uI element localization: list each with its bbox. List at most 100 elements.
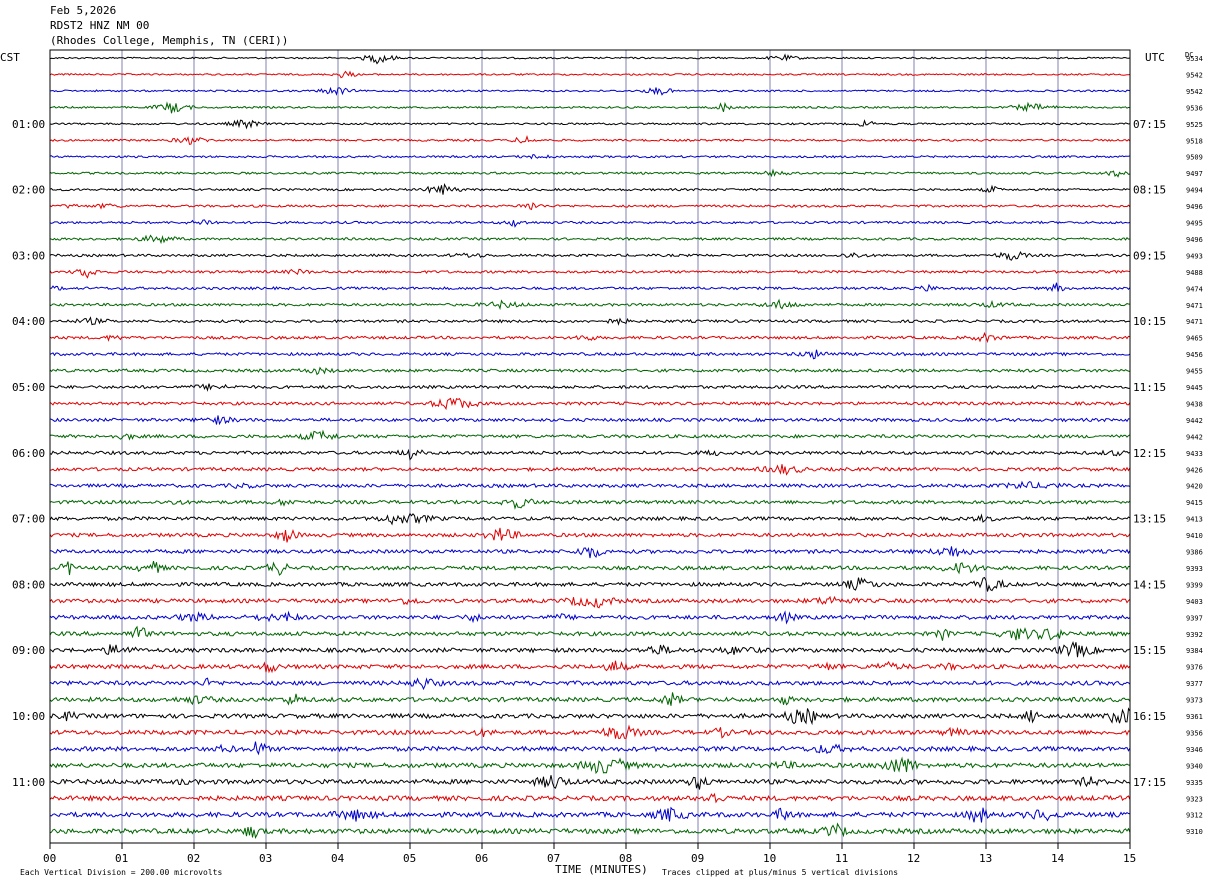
dc-offset-label: 9340: [1186, 762, 1203, 770]
utc-hour-label: 17:15: [1133, 776, 1166, 789]
trace-line: [49, 182, 1131, 195]
x-axis-ticks: 00 01 02 03 04 05 06 07 08 09 10 11 12 13 14 15: [43, 843, 1136, 865]
dc-offset-label: 9455: [1186, 368, 1203, 376]
trace-line: [49, 154, 1131, 160]
dc-offset-label: 9456: [1186, 351, 1203, 359]
dc-offset-label: 9534: [1186, 55, 1203, 63]
x-tick-label: 13: [979, 852, 992, 865]
plot-grid: [121, 50, 1059, 843]
trace-line: [49, 316, 1131, 326]
trace-line: [49, 234, 1131, 245]
trace-line: [49, 677, 1131, 691]
trace-line: [49, 527, 1131, 543]
dc-offset-label: 9445: [1186, 384, 1203, 392]
trace-line: [49, 756, 1131, 775]
utc-hour-label: 13:15: [1133, 513, 1166, 526]
dc-offset-label: 9542: [1186, 71, 1203, 79]
right-zone-label: UTC: [1145, 51, 1165, 64]
dc-offset-label: 9386: [1186, 549, 1203, 557]
trace-line: [49, 349, 1131, 360]
trace-line: [49, 806, 1131, 823]
trace-line: [49, 741, 1131, 756]
x-tick-label: 09: [691, 852, 704, 865]
trace-line: [49, 429, 1131, 441]
dc-offset-label: 9525: [1186, 121, 1203, 129]
x-tick-label: 08: [619, 852, 632, 865]
x-tick-label: 04: [331, 852, 345, 865]
trace-line: [49, 792, 1131, 804]
clip-note: Traces clipped at plus/minus 5 vertical …: [662, 868, 898, 877]
x-tick-label: 02: [187, 852, 200, 865]
dc-offset-label: 9488: [1186, 269, 1203, 277]
x-tick-label: 03: [259, 852, 272, 865]
cst-hour-label: 01:00: [12, 118, 45, 131]
dc-offset-label: 9373: [1186, 697, 1203, 705]
cst-hour-label: 09:00: [12, 644, 45, 657]
trace-line: [49, 448, 1131, 461]
dc-offset-label: 9361: [1186, 713, 1203, 721]
trace-line: [49, 775, 1131, 790]
x-tick-label: 10: [763, 852, 776, 865]
x-tick-label: 15: [1123, 852, 1136, 865]
trace-line: [49, 251, 1131, 261]
utc-hour-labels: 07:15 08:15 09:15 10:15 11:15 12:15 13:15 14:15…: [1133, 118, 1166, 789]
trace-line: [49, 101, 1131, 114]
dc-offset-label: 9403: [1186, 598, 1203, 606]
trace-line: [49, 298, 1131, 311]
cst-hour-label: 11:00: [12, 776, 45, 789]
dc-offset-label: 9399: [1186, 581, 1203, 589]
x-tick-label: 11: [835, 852, 848, 865]
x-axis-title: TIME (MINUTES): [555, 863, 648, 876]
utc-hour-label: 10:15: [1133, 315, 1166, 328]
trace-line: [49, 168, 1131, 178]
trace-line: [50, 282, 1131, 292]
dc-offset-label: 9426: [1186, 466, 1203, 474]
x-tick-label: 07: [547, 852, 560, 865]
trace-line: [49, 70, 1131, 79]
location-label: (Rhodes College, Memphis, TN (CERI)): [50, 34, 289, 47]
station-label: RDST2 HNZ NM 00: [50, 19, 150, 32]
dc-offset-label: 9509: [1186, 154, 1203, 162]
x-tick-label: 14: [1051, 852, 1065, 865]
trace-line: [49, 119, 1131, 130]
dc-offset-label: 9493: [1186, 252, 1203, 260]
dc-offset-label: 9496: [1186, 236, 1203, 244]
trace-line: [49, 610, 1131, 625]
x-tick-label: 05: [403, 852, 416, 865]
cst-hour-label: 08:00: [12, 578, 45, 591]
utc-hour-label: 09:15: [1133, 249, 1166, 262]
utc-hour-label: 12:15: [1133, 447, 1166, 460]
trace-line: [49, 498, 1131, 510]
trace-group: [49, 53, 1131, 839]
trace-line: [49, 576, 1131, 592]
utc-hour-label: 07:15: [1133, 118, 1166, 131]
dc-offset-label: 9377: [1186, 680, 1203, 688]
trace-line: [49, 397, 1131, 411]
utc-hour-label: 14:15: [1133, 578, 1166, 591]
trace-line: [49, 512, 1131, 526]
utc-hour-label: 16:15: [1133, 710, 1166, 723]
dc-offset-label: 9356: [1186, 729, 1203, 737]
dc-offset-labels: 9534 9542 9542 9536 9525 9518 9509 9497 9494 9496…: [1186, 55, 1203, 836]
trace-line: [49, 219, 1131, 228]
trace-line: [49, 331, 1131, 344]
dc-offset-label: 9346: [1186, 746, 1203, 754]
cst-hour-label: 10:00: [12, 710, 45, 723]
dc-offset-label: 9384: [1186, 647, 1203, 655]
trace-line: [49, 724, 1131, 739]
cst-hour-labels: 01:00 02:00 03:00 04:00 05:00 06:00 07:00 08:00…: [12, 118, 45, 789]
trace-line: [49, 202, 1131, 211]
dc-offset-label: 9335: [1186, 779, 1203, 787]
cst-hour-label: 02:00: [12, 184, 45, 197]
dc-offset-label: 9413: [1186, 516, 1203, 524]
cst-hour-label: 07:00: [12, 513, 45, 526]
dc-offset-label: 9496: [1186, 203, 1203, 211]
dc-offset-label: 9438: [1186, 400, 1203, 408]
x-tick-label: 06: [475, 852, 488, 865]
trace-line: [49, 641, 1131, 658]
dc-offset-label: 9433: [1186, 450, 1203, 458]
trace-line: [49, 464, 1131, 476]
dc-offset-label: 9471: [1186, 302, 1203, 310]
trace-line: [49, 822, 1131, 839]
x-tick-label: 12: [907, 852, 920, 865]
